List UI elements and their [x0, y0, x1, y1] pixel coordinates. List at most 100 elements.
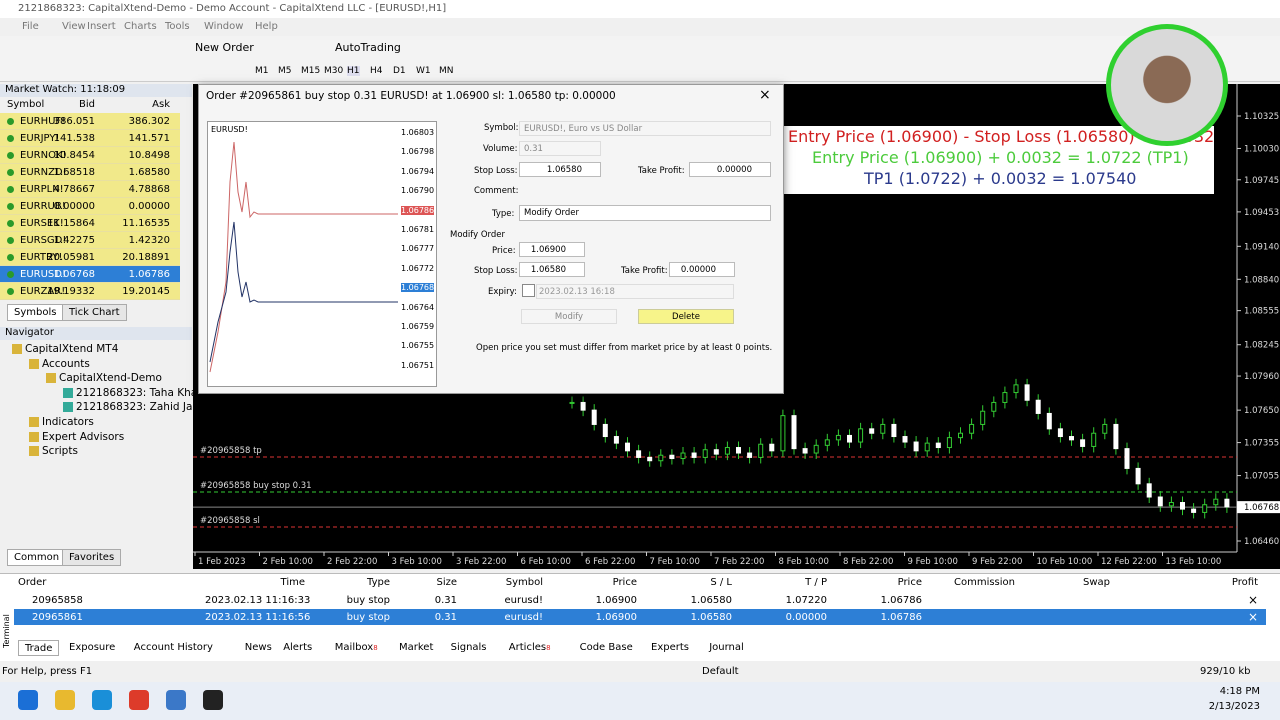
tab[interactable]: Mailbox8	[329, 640, 384, 656]
market-row[interactable]: EURSEK! 11.15864 11.16535	[0, 215, 180, 232]
market-row[interactable]: EURUSD! 1.06768 1.06786	[0, 266, 180, 283]
candle	[1080, 439, 1086, 447]
order-row[interactable]: 20965858 2023.02.13 11:16:33 buy stop 0.31 e…	[14, 592, 1266, 608]
modify-button[interactable]: Modify	[521, 309, 617, 324]
candle	[736, 447, 741, 454]
input[interactable]: 1.06580	[519, 162, 601, 177]
tab[interactable]: Code Base	[574, 640, 639, 656]
tab[interactable]: Articles8	[503, 640, 557, 656]
tab[interactable]: Symbols	[7, 304, 64, 321]
autotrading-button[interactable]: AutoTrading	[335, 41, 401, 54]
select[interactable]: Modify Order	[519, 205, 771, 221]
taskbar-icon[interactable]	[92, 690, 112, 710]
input[interactable]: 1.06580	[519, 262, 585, 277]
menu-item[interactable]: Insert	[87, 21, 116, 32]
order-row[interactable]: 20965861 2023.02.13 11:16:56 buy stop 0.31 e…	[14, 609, 1266, 625]
taskbar-icon[interactable]	[18, 690, 38, 710]
cell: 1.06900	[595, 612, 637, 623]
menu-item[interactable]: Help	[255, 21, 278, 32]
taskbar-icon[interactable]	[166, 690, 186, 710]
menu-item[interactable]: Window	[204, 21, 244, 32]
menu-item[interactable]: File	[22, 21, 39, 32]
taskbar-icon[interactable]	[203, 690, 223, 710]
timeframe[interactable]: H4	[370, 66, 383, 76]
price-label: 1.07355	[1244, 439, 1279, 449]
tree-item[interactable]: Indicators	[42, 416, 94, 428]
input[interactable]: 0.00000	[669, 262, 735, 277]
tab[interactable]: Market	[393, 640, 439, 656]
tab[interactable]: Common	[7, 549, 67, 566]
timeframe[interactable]: MN	[439, 66, 454, 76]
tab[interactable]: Tick Chart	[62, 304, 127, 321]
tab[interactable]: News	[239, 640, 278, 656]
close-button[interactable]: ×	[759, 87, 771, 103]
tree-item[interactable]: 2121868323: Zahid Jabba	[76, 401, 213, 414]
tree-item[interactable]: Scripts	[42, 445, 78, 458]
tab[interactable]: Exposure	[63, 640, 121, 656]
market-row[interactable]: EURNZD! 1.68518 1.68580	[0, 164, 180, 181]
delete-button[interactable]: Delete	[638, 309, 734, 324]
menu-item[interactable]: Charts	[124, 21, 157, 32]
cell: 1.06580	[690, 595, 732, 606]
timeframe[interactable]: D1	[393, 66, 406, 76]
timeframe[interactable]: W1	[416, 66, 431, 76]
candle	[1024, 384, 1030, 401]
tab[interactable]: Experts	[645, 640, 695, 656]
candle	[636, 450, 642, 458]
cell: buy stop	[346, 612, 390, 623]
mini-price: 1.06786	[401, 205, 435, 215]
menu-item[interactable]: View	[62, 21, 86, 32]
taskbar-icon[interactable]	[55, 690, 75, 710]
column-header: Bid	[79, 99, 95, 110]
order-label: #20965858 sl	[200, 516, 260, 526]
tab[interactable]: Journal	[703, 640, 750, 656]
tree-item[interactable]: Expert Advisors	[42, 430, 125, 443]
select[interactable]: 0.31	[519, 141, 601, 156]
cell: 1.42275	[53, 235, 95, 246]
column-header: S / L	[710, 577, 732, 588]
input[interactable]: 1.06900	[519, 242, 585, 257]
tab[interactable]: Alerts	[277, 640, 318, 656]
cell: 0.00000	[785, 612, 827, 623]
timeframe[interactable]: M1	[255, 66, 269, 76]
timeframe[interactable]: M5	[278, 66, 292, 76]
new-order-button[interactable]: New Order	[195, 41, 254, 54]
timeframe[interactable]: H1	[347, 66, 360, 76]
date-input[interactable]: 2023.02.13 16:18	[536, 284, 734, 299]
tree-item[interactable]: 2121868323: Taha Khan	[76, 386, 204, 399]
market-row[interactable]: EURHUF! 386.051 386.302	[0, 113, 180, 130]
time-label: 3 Feb 10:00	[392, 557, 442, 567]
tab-label: Experts	[651, 642, 689, 653]
market-row[interactable]: EURSGD! 1.42275 1.42320	[0, 232, 180, 249]
market-row[interactable]: EURNOK! 10.8454 10.8498	[0, 147, 180, 164]
row-icon	[7, 237, 14, 244]
market-row[interactable]: EURRUB! 0.00000 0.00000	[0, 198, 180, 215]
market-row[interactable]: EURPLN! 4.78667 4.78868	[0, 181, 180, 198]
tree-icon	[29, 358, 39, 369]
market-row[interactable]: EURJPY! 141.538 141.571	[0, 130, 180, 147]
close-order[interactable]: ×	[1248, 593, 1259, 607]
tree-item[interactable]: CapitalXtend MT4	[25, 343, 119, 355]
market-row[interactable]: EURZAR! 19.19332 19.20145	[0, 283, 180, 300]
tab[interactable]: Signals	[445, 640, 493, 656]
input[interactable]: 0.00000	[689, 162, 771, 177]
column-header: Time	[280, 577, 305, 588]
tab[interactable]: Account History	[128, 640, 219, 656]
timeframe[interactable]: M15	[301, 66, 321, 76]
tree-item[interactable]: Accounts	[42, 357, 90, 370]
timeframe[interactable]: M30	[324, 66, 344, 76]
candle	[769, 443, 775, 452]
taskbar-icon[interactable]	[129, 690, 149, 710]
tab[interactable]: Favorites	[62, 549, 122, 566]
tab-label: Trade	[25, 643, 53, 654]
select[interactable]: EURUSD!, Euro vs US Dollar	[519, 121, 771, 136]
navigator-title: Navigator	[0, 327, 192, 340]
tree-item[interactable]: CapitalXtend-Demo	[59, 372, 162, 385]
cell: 20.05981	[47, 252, 95, 263]
market-row[interactable]: EURTRY! 20.05981 20.18891	[0, 249, 180, 266]
checkbox[interactable]	[522, 284, 535, 297]
candle	[824, 439, 830, 446]
tab[interactable]: Trade	[18, 640, 60, 656]
menu-item[interactable]: Tools	[165, 21, 190, 32]
close-order[interactable]: ×	[1248, 610, 1259, 624]
